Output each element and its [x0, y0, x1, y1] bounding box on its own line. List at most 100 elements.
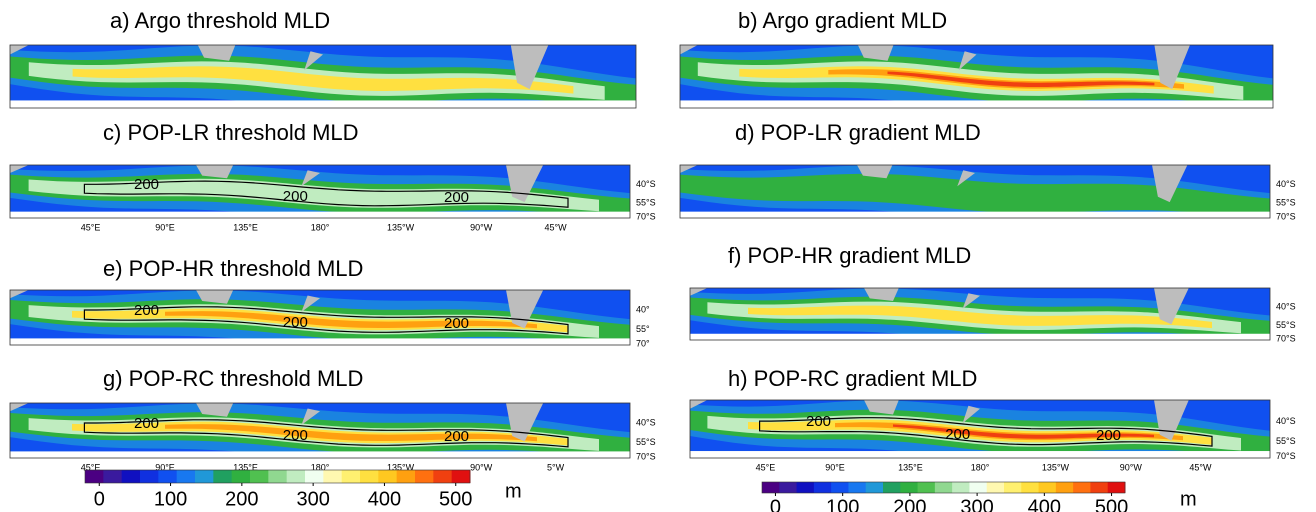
lat-label: 40°S [636, 179, 656, 189]
colorbar-cell [1055, 482, 1074, 493]
map: 200 200 200 [10, 290, 630, 345]
lon-label: 45°E [756, 462, 776, 472]
colorbar-label: 300 [960, 496, 993, 512]
contour-label: 200 [1096, 427, 1121, 444]
land [196, 165, 234, 179]
colorbar-cell [140, 470, 159, 483]
colorbar-cell [213, 470, 233, 483]
colorbar-cell [305, 470, 324, 483]
land [857, 45, 894, 61]
antarctica [680, 100, 1273, 108]
colorbar-cell [1038, 482, 1057, 493]
colorbar-label: 400 [1028, 496, 1061, 512]
lat-label: 55°S [636, 437, 656, 447]
antarctica [10, 211, 630, 218]
colorbar-cell [250, 470, 269, 483]
map: 200 200 200 [10, 165, 630, 218]
colorbar-label: 0 [770, 496, 781, 512]
lat-label: 70°S [1276, 211, 1296, 221]
lon-label: 135°E [233, 222, 258, 232]
land [301, 170, 320, 187]
colorbar-cell [103, 470, 123, 483]
land [1154, 45, 1190, 90]
mld-band [165, 311, 537, 329]
land [690, 400, 708, 409]
colorbar-label: 500 [439, 488, 472, 510]
lat-label: 55°S [1276, 436, 1296, 446]
lon-label: 180° [971, 462, 990, 472]
land [690, 288, 708, 296]
colorbar-cell [451, 470, 471, 483]
mld-band [165, 424, 537, 442]
colorbar-cell [360, 470, 379, 483]
colorbar-cell [917, 482, 936, 493]
lon-label: 5°W [547, 462, 565, 472]
lon-label: 135°W [1042, 462, 1070, 472]
antarctica [690, 451, 1270, 458]
contour-label: 200 [134, 302, 159, 319]
contour [758, 417, 1213, 447]
map-frame [679, 164, 1271, 219]
map-frame [9, 289, 631, 346]
colorbar-frame [84, 469, 471, 484]
colorbar-label: 400 [368, 488, 401, 510]
lon-label: 45°W [545, 222, 568, 232]
mld-band [887, 71, 1155, 87]
colorbar-cell [286, 470, 306, 483]
lon-label: 45°W [1189, 462, 1212, 472]
lat-label: 40°S [1276, 302, 1296, 312]
panel-title: c) POP-LR threshold MLD [103, 120, 359, 145]
land [864, 288, 899, 301]
lat-label: 70°S [636, 451, 656, 461]
panel-title: e) POP-HR threshold MLD [103, 256, 363, 281]
colorbar-label: 200 [225, 488, 258, 510]
contour-label: 200 [283, 188, 308, 205]
land [301, 295, 320, 312]
colorbar-cell [779, 482, 798, 493]
land [510, 45, 549, 90]
map: 200 200 200 [690, 400, 1270, 458]
lon-label: 135°E [898, 462, 923, 472]
lat-label: 70°S [636, 211, 656, 221]
land [680, 45, 698, 55]
land [864, 400, 899, 415]
colorbar-cell [1073, 482, 1091, 493]
lon-label: 45°E [81, 222, 101, 232]
colorbar-cell [969, 482, 988, 493]
colorbar-cell [952, 482, 970, 493]
contour-label: 200 [134, 176, 159, 193]
colorbar-label: 0 [94, 488, 105, 510]
lon-label: 90°W [470, 222, 493, 232]
lon-label: 180° [311, 222, 330, 232]
land [10, 403, 29, 412]
lon-label: 90°E [825, 462, 845, 472]
colorbar-cell [1107, 482, 1126, 493]
lat-label: 55° [636, 324, 650, 334]
map [690, 288, 1270, 340]
map: 200 200 200 [10, 403, 630, 458]
lat-label: 40°S [1276, 179, 1296, 189]
colorbar-cell [865, 482, 884, 493]
land [196, 290, 234, 304]
colorbar-cell [195, 470, 214, 483]
map [680, 45, 1273, 108]
colorbar-cell [433, 470, 453, 483]
panel-title: g) POP-RC threshold MLD [103, 366, 363, 391]
map-frame [9, 44, 637, 109]
contour-label: 200 [945, 426, 970, 443]
colorbar-cell [121, 470, 141, 483]
lon-label: 135°W [387, 462, 415, 472]
land [957, 170, 975, 187]
contour-label: 200 [283, 427, 308, 444]
colorbar-unit: m [505, 480, 522, 502]
lon-label: 90°W [1120, 462, 1143, 472]
panel-title: h) POP-RC gradient MLD [728, 366, 977, 391]
contour-label: 200 [134, 415, 159, 432]
lat-label: 55°S [1276, 198, 1296, 208]
colorbar-unit: m [1180, 488, 1197, 510]
land [196, 403, 234, 417]
colorbar-label: 100 [826, 496, 859, 512]
contour-label: 200 [444, 428, 469, 445]
colorbar-cell [231, 470, 251, 483]
